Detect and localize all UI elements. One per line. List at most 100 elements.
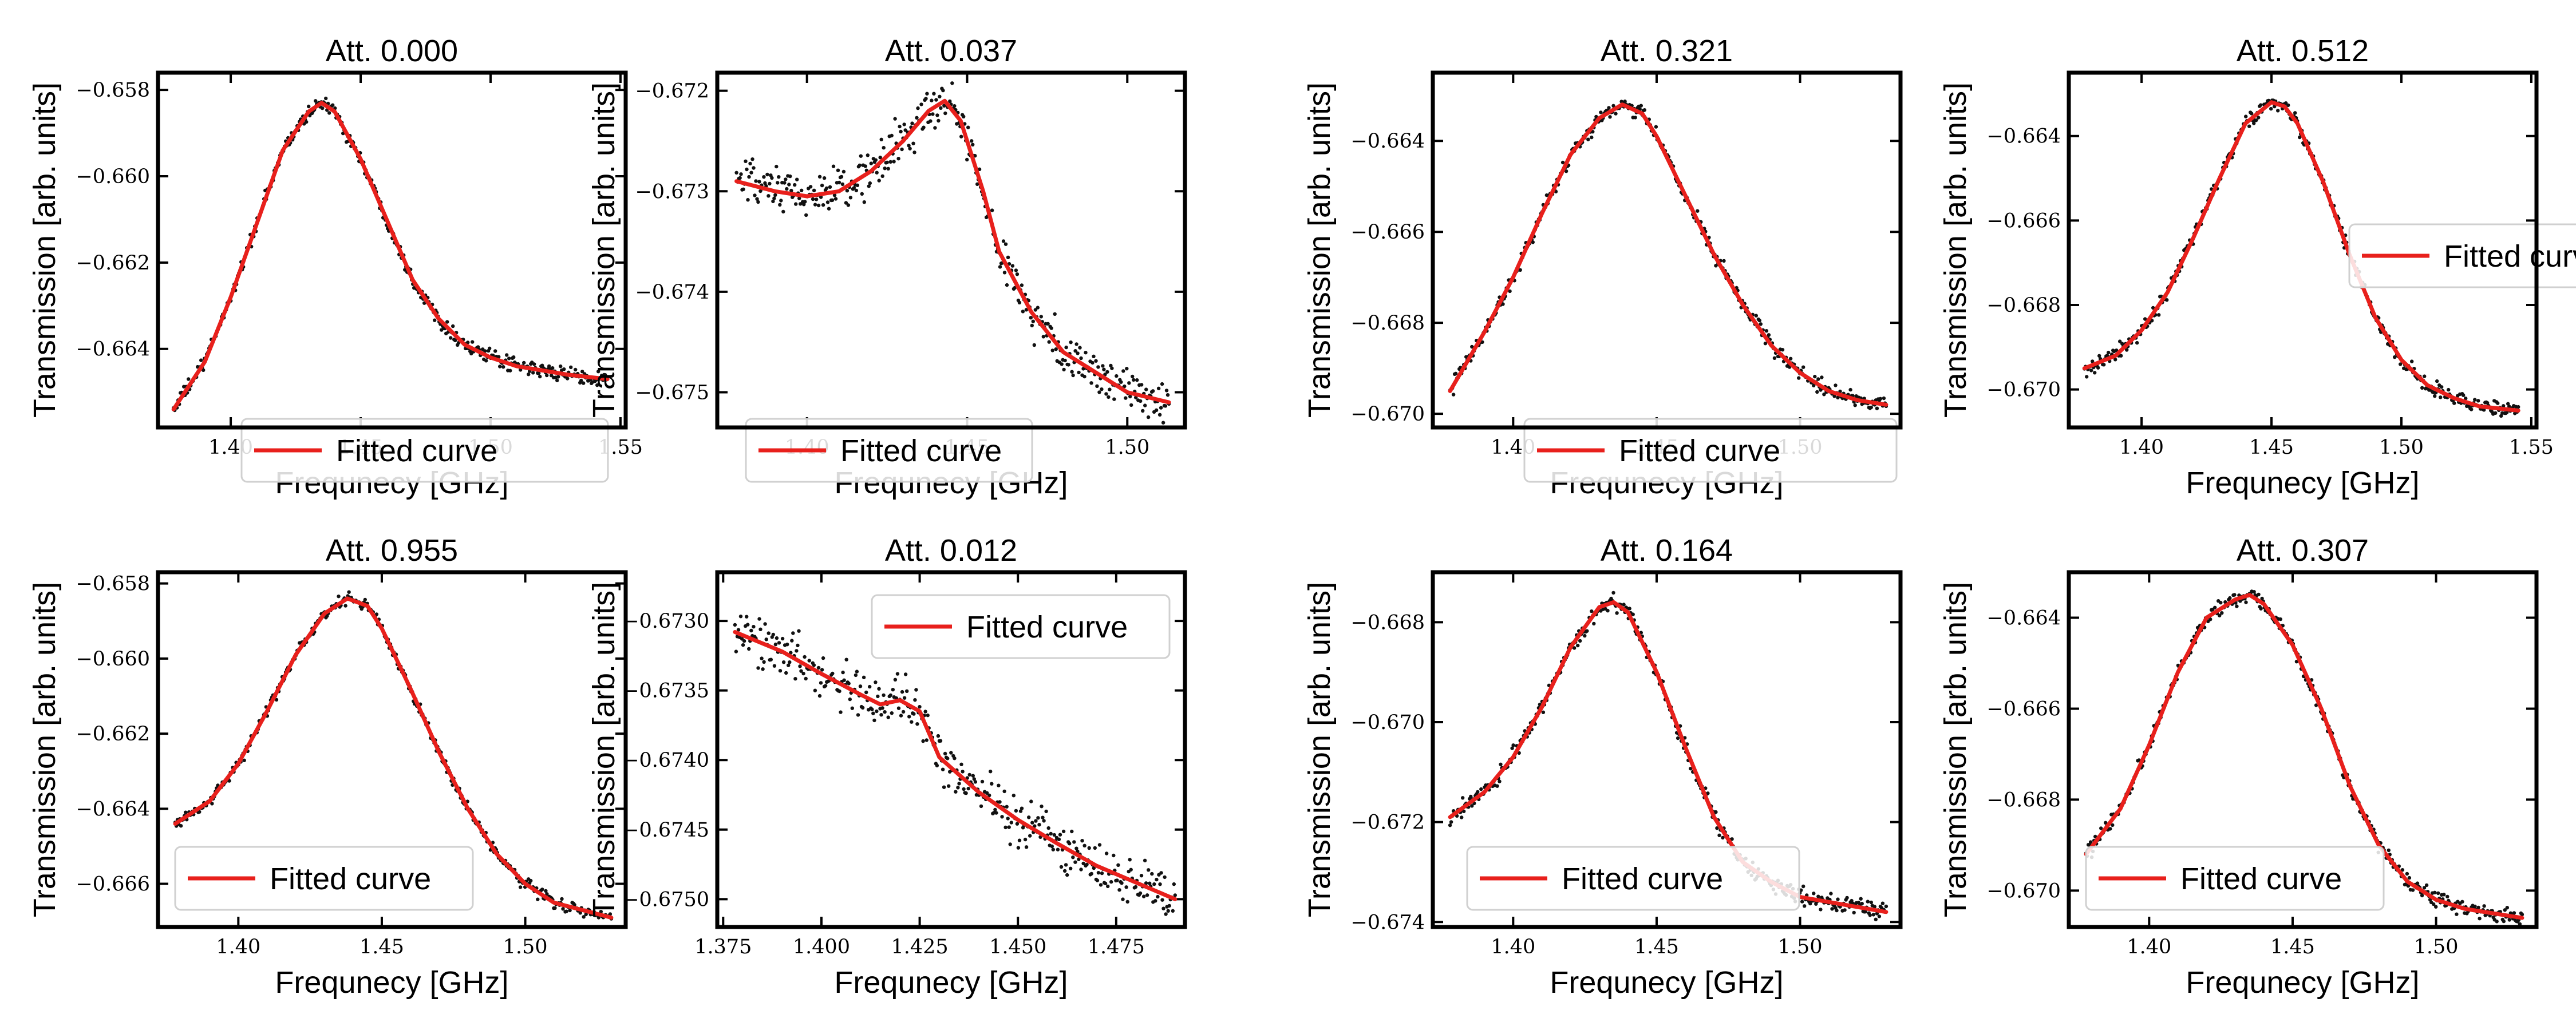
data-point [828, 185, 832, 189]
data-point [1014, 809, 1018, 813]
data-point [899, 129, 903, 134]
data-point [501, 365, 505, 369]
y-tick-label: −0.668 [1350, 611, 1425, 634]
data-point [1848, 387, 1852, 392]
data-point [1592, 621, 1596, 626]
data-point [888, 693, 893, 698]
data-point [1875, 406, 1879, 410]
data-point [814, 197, 819, 201]
data-point [875, 171, 879, 175]
data-point [852, 186, 856, 190]
data-point [1078, 346, 1082, 350]
data-point [2400, 868, 2405, 872]
data-point [1788, 356, 1793, 360]
data-point [902, 122, 906, 126]
data-point [844, 201, 848, 205]
data-point [2470, 407, 2474, 411]
data-point [807, 659, 811, 663]
data-point [1816, 894, 1820, 898]
data-point [847, 682, 851, 686]
data-point [923, 710, 927, 714]
data-point [2165, 298, 2169, 302]
x-tick-label: 1.475 [1088, 936, 1145, 958]
data-point [871, 711, 875, 715]
data-point [970, 139, 974, 143]
data-point [870, 707, 874, 712]
data-point [1676, 736, 1680, 740]
data-point [882, 693, 886, 698]
x-tick-label: 1.45 [359, 936, 404, 958]
data-point [1615, 611, 1619, 615]
data-point [1041, 335, 1046, 339]
data-point [1008, 842, 1012, 846]
data-point [1160, 382, 1164, 386]
data-point [941, 767, 945, 771]
data-point [924, 738, 929, 742]
data-point [772, 196, 776, 200]
data-point [788, 660, 792, 664]
data-point [2254, 118, 2258, 122]
data-point [1453, 371, 1458, 375]
data-point [778, 203, 782, 207]
data-point [1866, 900, 1870, 904]
data-point [1099, 883, 1103, 887]
data-point [2085, 375, 2089, 379]
data-point [1064, 345, 1068, 350]
data-point [2502, 919, 2506, 924]
data-point [744, 159, 748, 163]
data-point [307, 104, 311, 109]
data-point [1050, 348, 1054, 352]
y-tick-label: −0.666 [1986, 698, 2061, 720]
data-point [758, 627, 762, 632]
data-point [512, 355, 516, 359]
data-point [1089, 381, 1093, 385]
data-point [839, 710, 843, 714]
data-point [537, 371, 541, 375]
legend-box [745, 418, 1033, 483]
data-point [1036, 816, 1040, 820]
data-point [321, 106, 325, 110]
subplot-title: Att. 0.512 [2237, 34, 2369, 68]
data-point [1094, 359, 1098, 363]
data-point [1633, 116, 1637, 120]
data-point [1005, 805, 1009, 809]
data-point [2089, 369, 2093, 373]
data-point [886, 167, 890, 171]
data-point [979, 804, 983, 809]
x-tick-label: 1.50 [2414, 936, 2459, 958]
data-point [824, 186, 829, 191]
data-point [1076, 351, 1080, 355]
data-point [184, 810, 188, 814]
data-point [1639, 104, 1643, 108]
data-point [1829, 892, 1833, 896]
data-point [197, 810, 202, 814]
data-point [2257, 592, 2261, 597]
data-point [2257, 116, 2261, 120]
data-point [187, 377, 191, 381]
data-point [1822, 393, 1826, 397]
data-point [578, 911, 582, 915]
data-point [820, 668, 824, 672]
data-point [449, 336, 453, 340]
data-point [953, 756, 957, 760]
data-point [2505, 906, 2509, 910]
data-point [1585, 629, 1589, 633]
data-point [505, 353, 509, 357]
data-point [1470, 344, 1474, 349]
subplot-title: Att. 0.037 [885, 34, 1017, 68]
data-point [274, 698, 279, 702]
data-point [1106, 884, 1110, 889]
data-point [878, 156, 882, 160]
data-point [1799, 888, 1803, 892]
data-point [580, 370, 584, 374]
data-point [776, 181, 780, 185]
data-point [544, 889, 548, 893]
data-point [569, 365, 573, 369]
data-point [1031, 319, 1036, 323]
data-point [545, 892, 549, 896]
data-point [2486, 401, 2490, 405]
data-point [795, 649, 799, 653]
data-point [1767, 333, 1771, 337]
legend-label: Fitted curve [966, 610, 1128, 644]
